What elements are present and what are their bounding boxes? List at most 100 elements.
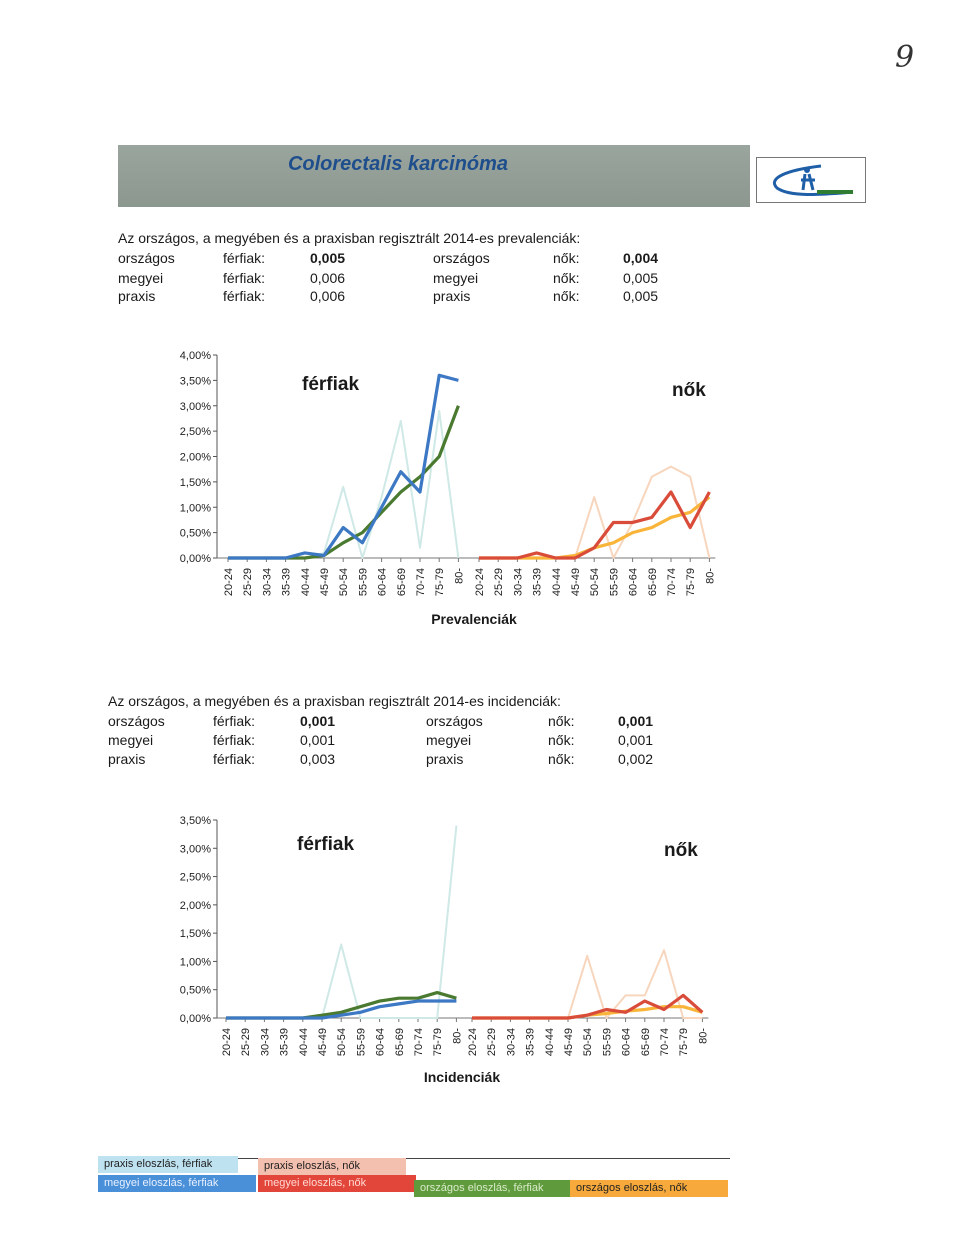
x-tick-label: 65-69	[647, 568, 659, 596]
sex-label: nők:	[548, 713, 575, 729]
x-tick-label: 25-29	[240, 1028, 252, 1056]
stat-value: 0,001	[618, 713, 654, 729]
level-label: országos	[426, 713, 483, 729]
stat-value: 0,002	[618, 751, 654, 767]
prevalence-chart: 0,00% 0,50% 1,00% 1,50% 2,00% 2,50% 3,00% 3,50%…	[180, 350, 717, 627]
y-tick-label: 2,50%	[180, 426, 211, 438]
x-tick-label: 70-74	[666, 568, 678, 596]
x-tick-label: 65-69	[396, 568, 408, 596]
x-tick-label: 80-	[704, 568, 716, 584]
x-tick-label: 60-64	[628, 568, 640, 596]
x-tick-label: 55-59	[355, 1028, 367, 1056]
y-tick-label: 2,00%	[180, 452, 211, 464]
sex-label: nők:	[553, 288, 580, 304]
clinic-logo-icon	[756, 157, 866, 203]
x-tick-label: 55-59	[608, 568, 620, 596]
stats-row: országos férfiak: 0,005 országos nők: 0,…	[118, 250, 738, 270]
chart-title: Prevalenciák	[431, 611, 517, 627]
legend-item: országos eloszlás, nők	[570, 1180, 728, 1197]
y-tick-label: 3,50%	[180, 375, 211, 387]
x-tick-label: 35-39	[279, 1028, 291, 1056]
level-label: praxis	[108, 751, 146, 767]
x-tick-label: 50-54	[338, 568, 350, 596]
legend-item: megyei eloszlás, nők	[258, 1175, 416, 1192]
stats-row: praxis férfiak: 0,003 praxis nők: 0,002	[108, 751, 728, 771]
x-tick-label: 30-34	[505, 1028, 517, 1056]
stat-value: 0,005	[623, 270, 659, 286]
legend-item: praxis eloszlás, férfiak	[98, 1156, 238, 1173]
sex-label: nők:	[548, 732, 575, 748]
x-tick-label: 20-24	[467, 1028, 479, 1056]
x-tick-label: 70-74	[415, 568, 427, 596]
x-tick-label: 80-	[451, 1028, 463, 1044]
x-tick-label: 65-69	[394, 1028, 406, 1056]
stat-value: 0,001	[300, 732, 336, 748]
x-tick-label: 25-29	[486, 1028, 498, 1056]
page-title: Colorectalis karcinóma	[287, 153, 509, 175]
stat-value: 0,001	[618, 732, 654, 748]
x-tick-label: 45-49	[563, 1028, 575, 1056]
x-tick-label: 75-79	[434, 568, 446, 596]
x-tick-label: 45-49	[319, 568, 331, 596]
x-tick-label: 35-39	[532, 568, 544, 596]
legend-item: praxis eloszlás, nők	[258, 1158, 406, 1175]
y-tick-label: 4,00%	[180, 350, 211, 362]
series-line-praxis_m	[228, 409, 460, 559]
series-line-praxis_f	[479, 465, 711, 559]
x-tick-label: 20-24	[221, 1028, 233, 1056]
legend-divider	[98, 1158, 730, 1159]
y-tick-label: 0,00%	[180, 553, 211, 565]
y-tick-label: 1,00%	[180, 502, 211, 514]
stats-row: megyei férfiak: 0,001 megyei nők: 0,001	[108, 732, 728, 752]
y-tick-label: 1,00%	[180, 956, 211, 968]
x-tick-label: 25-29	[242, 568, 254, 596]
level-label: megyei	[118, 270, 164, 286]
x-tick-label: 20-24	[474, 568, 486, 596]
sex-label: férfiak:	[223, 288, 266, 304]
sex-label: férfiak:	[213, 732, 256, 748]
x-tick-label: 70-74	[659, 1028, 671, 1056]
series-line-orszagos_m	[228, 405, 460, 560]
incidence-heading: Az országos, a megyében és a praxisban r…	[108, 693, 561, 709]
level-label: országos	[118, 250, 175, 266]
y-tick-label: 2,00%	[180, 900, 211, 912]
y-tick-label: 0,50%	[180, 985, 211, 997]
y-tick-label: 3,00%	[180, 401, 211, 413]
x-tick-label: 70-74	[413, 1028, 425, 1056]
stat-value: 0,006	[310, 288, 346, 304]
chart-legend: praxis eloszlás, férfiak megyei eloszlás…	[98, 1150, 730, 1200]
legend-item: országos eloszlás, férfiak	[414, 1180, 572, 1197]
chart-title: Incidenciák	[424, 1069, 500, 1085]
x-tick-label: 60-64	[375, 1028, 387, 1056]
x-tick-label: 35-39	[281, 568, 293, 596]
stat-value: 0,003	[300, 751, 336, 767]
x-tick-label: 75-79	[685, 568, 697, 596]
legend-item: megyei eloszlás, férfiak	[98, 1175, 256, 1192]
x-tick-label: 50-54	[582, 1028, 594, 1056]
y-tick-label: 1,50%	[180, 928, 211, 940]
stat-value: 0,001	[300, 713, 336, 729]
series-line-megyei_m	[226, 999, 457, 1020]
level-label: országos	[433, 250, 490, 266]
y-tick-label: 2,50%	[180, 872, 211, 884]
x-tick-label: 25-29	[493, 568, 505, 596]
y-tick-label: 3,00%	[180, 843, 211, 855]
sex-label: férfiak:	[223, 250, 266, 266]
x-tick-label: 30-34	[512, 568, 524, 596]
x-tick-label: 80-	[697, 1028, 709, 1044]
x-tick-label: 45-49	[317, 1028, 329, 1056]
x-tick-label: 40-44	[300, 568, 312, 596]
x-tick-label: 40-44	[551, 568, 563, 596]
x-tick-label: 40-44	[298, 1028, 310, 1056]
x-tick-label: 30-34	[259, 1028, 271, 1056]
level-label: praxis	[118, 288, 156, 304]
x-tick-label: 50-54	[336, 1028, 348, 1056]
panel-label: nők	[672, 380, 706, 401]
level-label: praxis	[426, 751, 464, 767]
stat-value: 0,005	[623, 288, 659, 304]
stat-value: 0,005	[310, 250, 346, 266]
y-tick-label: 1,50%	[180, 477, 211, 489]
stats-row: praxis férfiak: 0,006 praxis nők: 0,005	[118, 288, 738, 308]
sex-label: nők:	[548, 751, 575, 767]
sex-label: nők:	[553, 250, 580, 266]
